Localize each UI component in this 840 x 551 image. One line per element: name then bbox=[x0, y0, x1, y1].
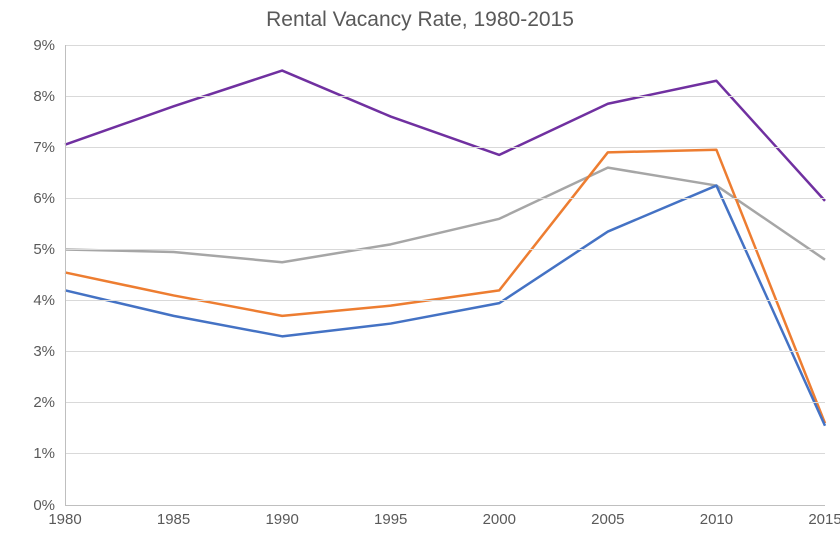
y-tick-label: 4% bbox=[5, 292, 55, 309]
x-axis bbox=[65, 505, 825, 506]
gridline-y bbox=[65, 147, 825, 148]
gridline-y bbox=[65, 300, 825, 301]
y-tick-label: 8% bbox=[5, 88, 55, 105]
gridline-y bbox=[65, 402, 825, 403]
y-tick-label: 5% bbox=[5, 241, 55, 258]
chart-title: Rental Vacancy Rate, 1980-2015 bbox=[0, 8, 840, 32]
y-tick-label: 7% bbox=[5, 139, 55, 156]
gridline-y bbox=[65, 249, 825, 250]
plot-area: 0%1%2%3%4%5%6%7%8%9%19801985199019952000… bbox=[65, 45, 825, 505]
y-tick-label: 6% bbox=[5, 190, 55, 207]
gridline-y bbox=[65, 96, 825, 97]
chart-container: Rental Vacancy Rate, 1980-2015 0%1%2%3%4… bbox=[0, 0, 840, 551]
chart-svg bbox=[65, 45, 825, 505]
y-axis bbox=[65, 45, 66, 505]
gridline-y bbox=[65, 198, 825, 199]
series-orange bbox=[65, 150, 825, 423]
x-tick-label: 2015 bbox=[795, 511, 840, 528]
series-purple bbox=[65, 71, 825, 201]
y-tick-label: 2% bbox=[5, 394, 55, 411]
series-blue bbox=[65, 186, 825, 426]
gridline-y bbox=[65, 351, 825, 352]
gridline-y bbox=[65, 453, 825, 454]
y-tick-label: 9% bbox=[5, 37, 55, 54]
x-tick-label: 2000 bbox=[469, 511, 529, 528]
x-tick-label: 2005 bbox=[578, 511, 638, 528]
x-tick-label: 1980 bbox=[35, 511, 95, 528]
x-tick-label: 2010 bbox=[686, 511, 746, 528]
gridline-y bbox=[65, 45, 825, 46]
x-tick-label: 1985 bbox=[144, 511, 204, 528]
y-tick-label: 1% bbox=[5, 445, 55, 462]
y-tick-label: 3% bbox=[5, 343, 55, 360]
x-tick-label: 1990 bbox=[252, 511, 312, 528]
x-tick-label: 1995 bbox=[361, 511, 421, 528]
